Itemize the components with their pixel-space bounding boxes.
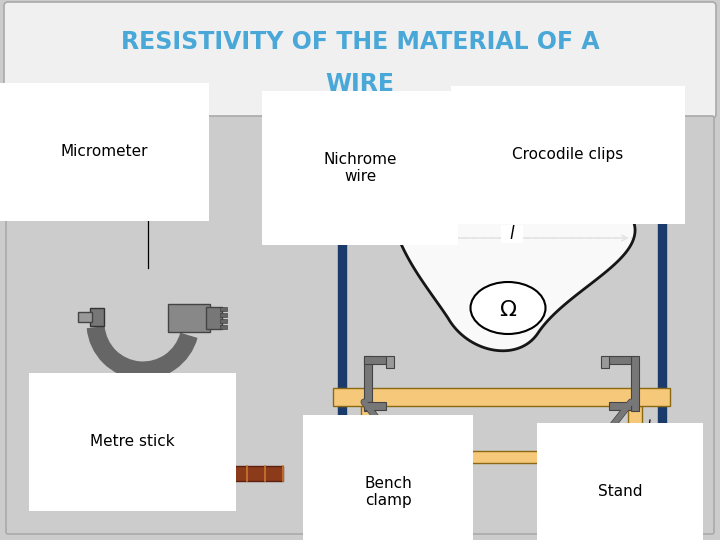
Bar: [361, 451, 642, 463]
Text: Bench
clamp: Bench clamp: [364, 476, 412, 508]
Text: Micrometer: Micrometer: [60, 145, 148, 159]
Bar: [628, 406, 642, 511]
Text: Metre stick: Metre stick: [90, 435, 175, 449]
Bar: [90, 308, 104, 326]
Bar: [220, 325, 227, 329]
Text: Stand: Stand: [598, 484, 642, 500]
FancyBboxPatch shape: [6, 116, 714, 534]
Bar: [364, 402, 386, 410]
Bar: [50, 466, 283, 481]
Text: Ω: Ω: [500, 300, 516, 320]
Text: Crocodile clips: Crocodile clips: [513, 147, 624, 163]
Bar: [220, 307, 227, 311]
Ellipse shape: [470, 282, 546, 334]
Bar: [658, 128, 666, 423]
Bar: [220, 313, 227, 317]
Text: l: l: [510, 225, 514, 243]
Bar: [338, 128, 346, 423]
Bar: [609, 356, 631, 364]
Text: WIRE: WIRE: [325, 72, 395, 96]
Bar: [168, 304, 210, 332]
Bar: [364, 356, 386, 364]
Bar: [361, 406, 375, 511]
Bar: [206, 307, 222, 329]
FancyBboxPatch shape: [501, 225, 523, 243]
Bar: [364, 356, 372, 411]
Bar: [220, 319, 227, 323]
Text: Nichrome
wire: Nichrome wire: [323, 152, 397, 184]
Polygon shape: [392, 165, 635, 351]
Text: RESISTIVITY OF THE MATERIAL OF A: RESISTIVITY OF THE MATERIAL OF A: [121, 30, 599, 54]
Bar: [609, 402, 631, 410]
Bar: [601, 356, 609, 368]
Bar: [333, 388, 670, 406]
Bar: [631, 356, 639, 411]
Bar: [78, 312, 92, 322]
Bar: [386, 356, 394, 368]
FancyBboxPatch shape: [4, 2, 716, 118]
